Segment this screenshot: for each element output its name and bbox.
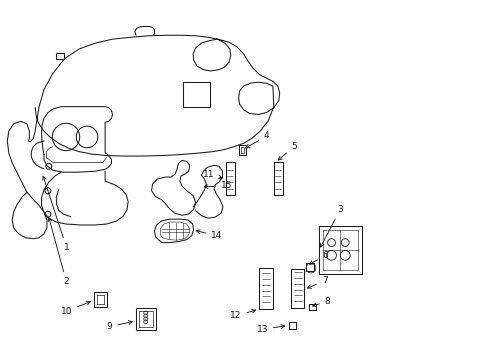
Text: 8: 8 xyxy=(312,297,330,307)
Text: 9: 9 xyxy=(106,321,132,331)
Text: 15: 15 xyxy=(204,181,232,190)
Text: 13: 13 xyxy=(256,325,284,334)
Text: 2: 2 xyxy=(48,218,69,286)
Text: 11: 11 xyxy=(202,170,222,179)
Text: 7: 7 xyxy=(307,276,327,288)
Text: 1: 1 xyxy=(42,176,69,252)
Text: 10: 10 xyxy=(61,301,90,316)
Text: 14: 14 xyxy=(196,230,222,240)
Text: 5: 5 xyxy=(278,142,297,160)
Text: 6: 6 xyxy=(309,251,328,264)
Text: 12: 12 xyxy=(230,310,255,320)
Text: 3: 3 xyxy=(320,205,343,247)
Text: 4: 4 xyxy=(245,131,269,148)
